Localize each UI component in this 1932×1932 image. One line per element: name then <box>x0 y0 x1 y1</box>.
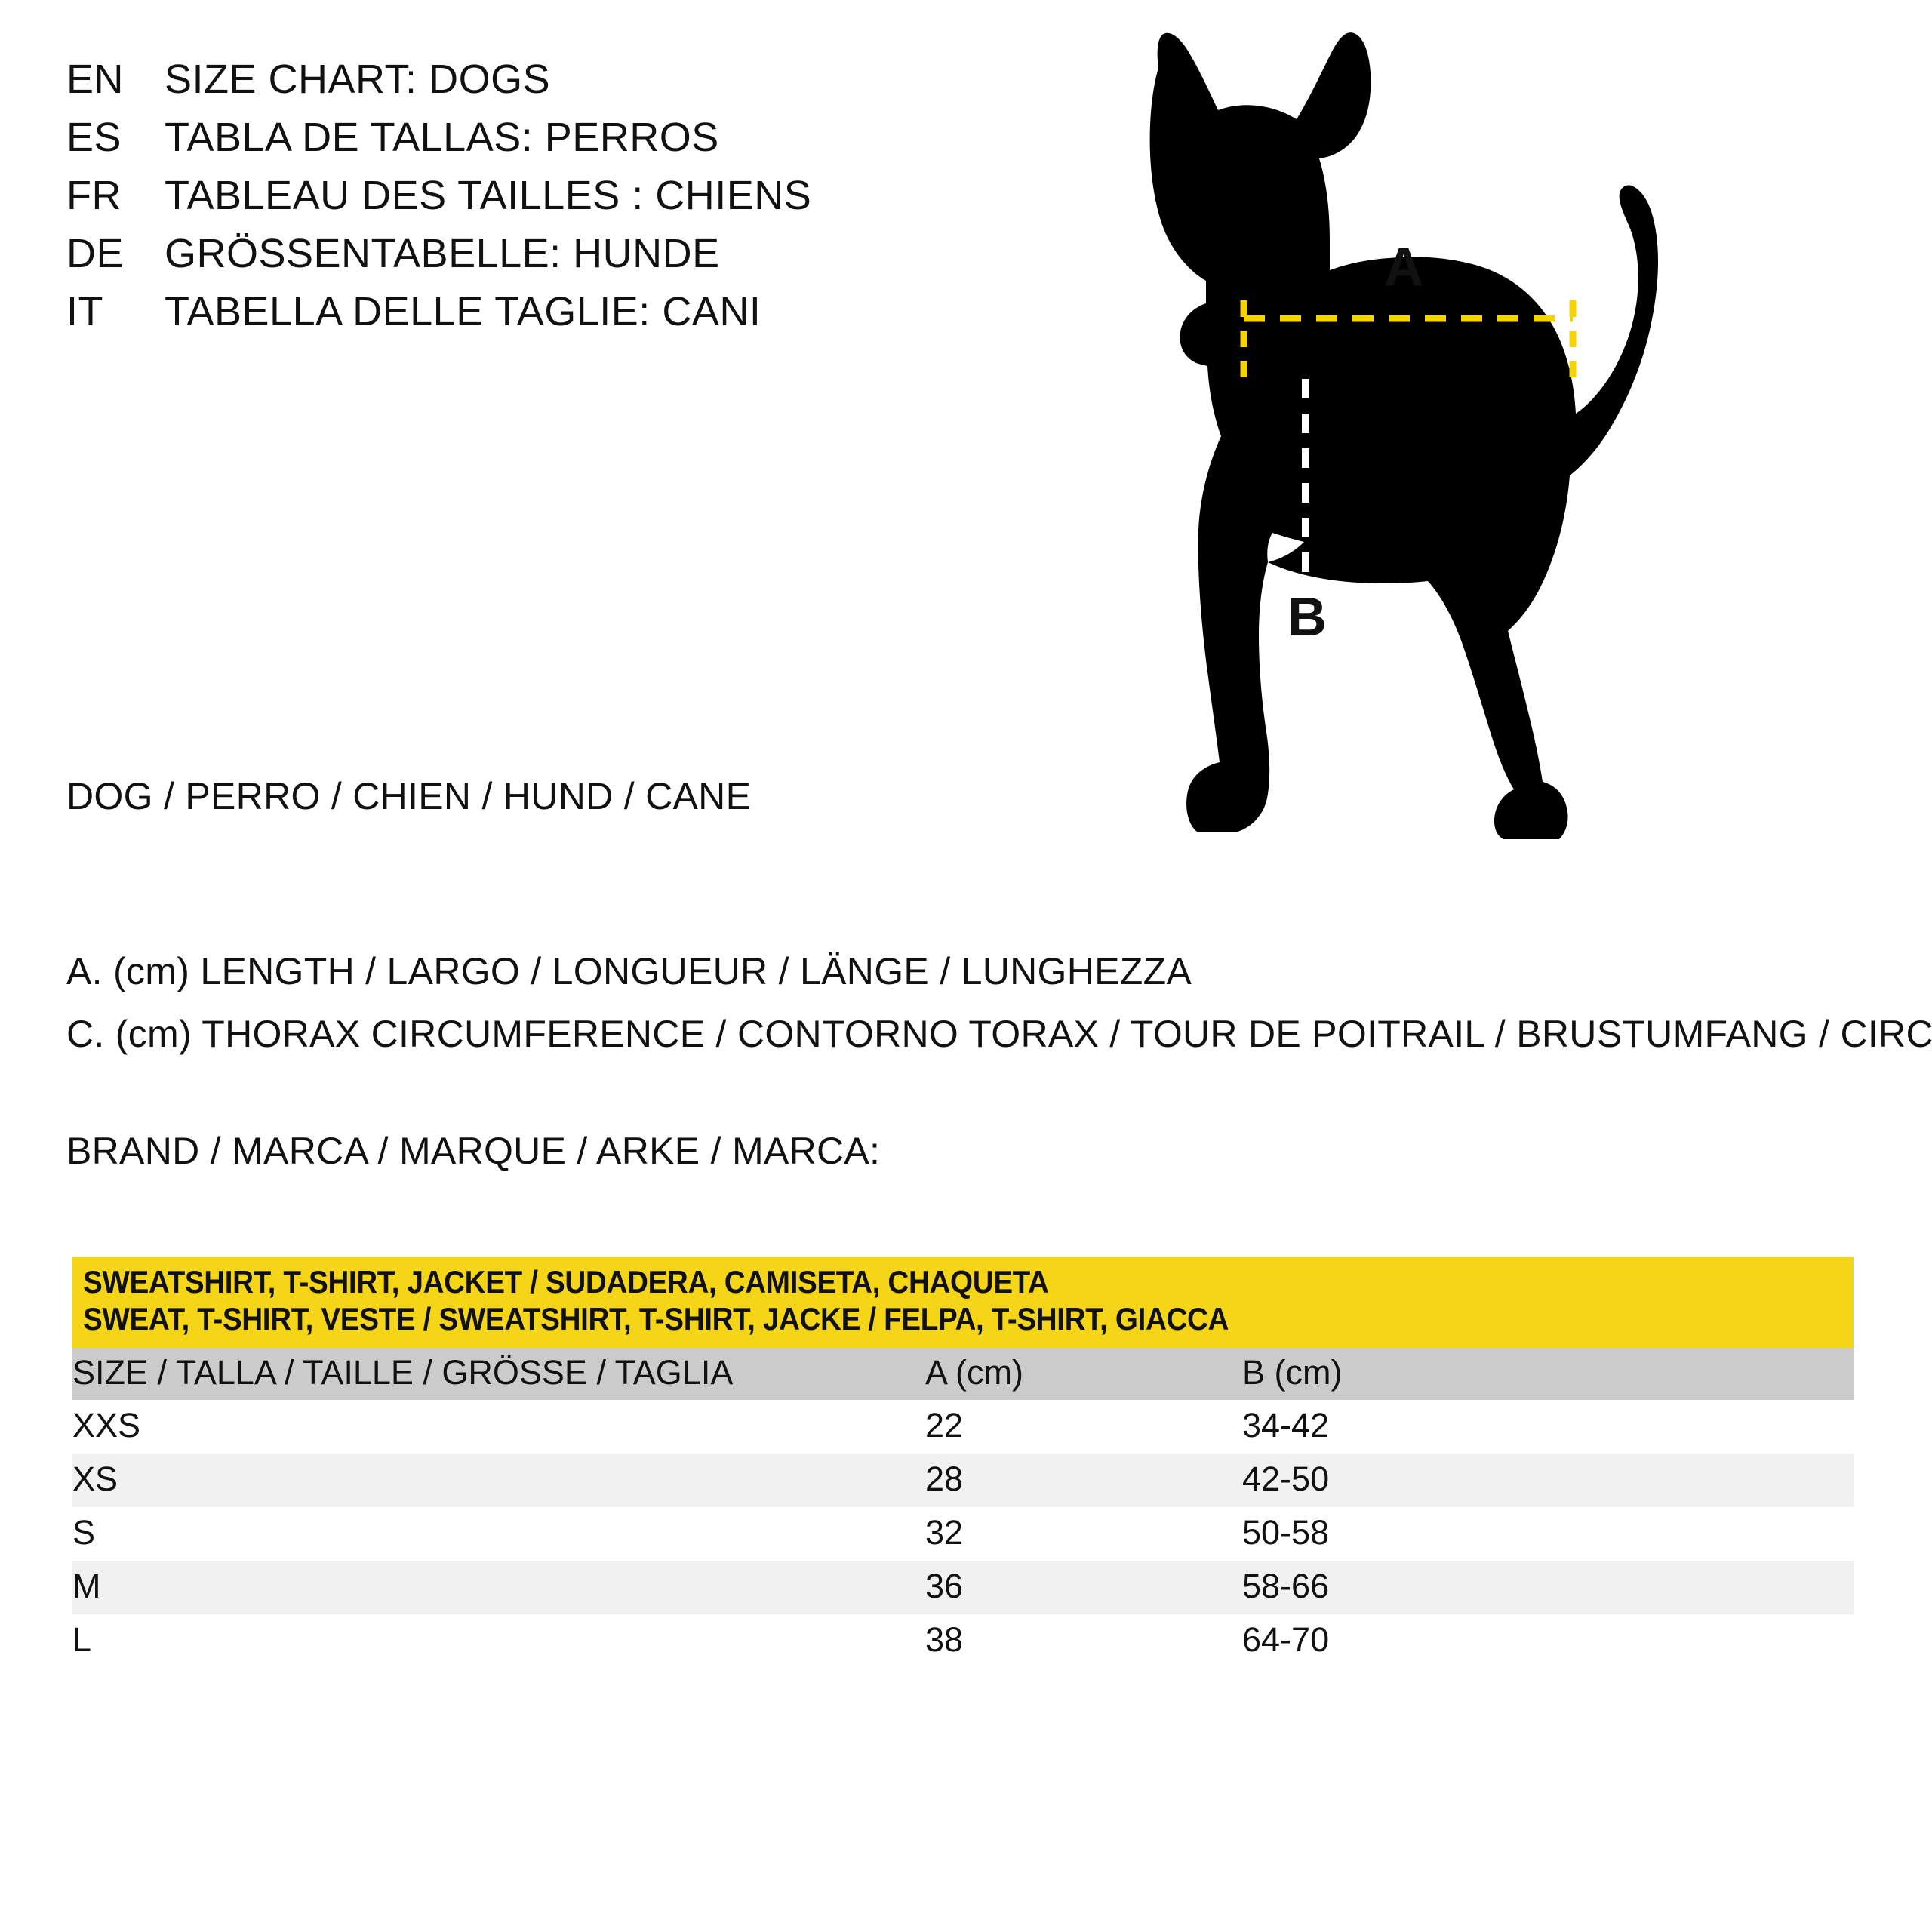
cell-a: 22 <box>925 1400 1242 1454</box>
column-header-b: B (cm) <box>1242 1348 1854 1401</box>
language-title: TABLEAU DES TAILLES : CHIENS <box>165 173 812 218</box>
language-code: ES <box>66 115 122 160</box>
size-table: SWEATSHIRT, T-SHIRT, JACKET / SUDADERA, … <box>72 1257 1854 1669</box>
cell-b: 34-42 <box>1242 1400 1854 1454</box>
language-row-en: EN SIZE CHART: DOGS <box>66 59 1048 117</box>
cell-b: 64-70 <box>1242 1614 1854 1669</box>
cell-size: S <box>72 1507 925 1561</box>
column-header-size: SIZE / TALLA / TAILLE / GRÖSSE / TAGLIA <box>72 1348 925 1401</box>
column-header-a: A (cm) <box>925 1348 1242 1401</box>
cell-size: XS <box>72 1454 925 1508</box>
table-row: M 36 58-66 <box>72 1561 1854 1615</box>
language-code: DE <box>66 231 125 276</box>
brand-caption: BRAND / MARCA / MARQUE / ARKE / MARCA: <box>66 1130 881 1172</box>
cell-size: L <box>72 1614 925 1669</box>
language-row-de: DE GRÖSSENTABELLE: HUNDE <box>66 233 1048 291</box>
measure-c-caption: C. (cm) THORAX CIRCUMFERENCE / CONTORNO … <box>66 1013 1932 1055</box>
cell-b: 42-50 <box>1242 1454 1854 1508</box>
measure-b-label: B <box>1287 587 1327 648</box>
table-row: S 32 50-58 <box>72 1507 1854 1561</box>
table-header-row: SIZE / TALLA / TAILLE / GRÖSSE / TAGLIA … <box>72 1348 1854 1401</box>
banner-line-1: SWEATSHIRT, T-SHIRT, JACKET / SUDADERA, … <box>83 1264 1049 1300</box>
table-banner: SWEATSHIRT, T-SHIRT, JACKET / SUDADERA, … <box>72 1257 1854 1349</box>
language-code: FR <box>66 173 122 218</box>
cell-a: 32 <box>925 1507 1242 1561</box>
cell-size: M <box>72 1561 925 1615</box>
cell-size: XXS <box>72 1400 925 1454</box>
measure-a-guide <box>1240 300 1577 379</box>
language-title-list: EN SIZE CHART: DOGS ES TABLA DE TALLAS: … <box>66 59 1048 349</box>
cell-a: 38 <box>925 1614 1242 1669</box>
table-row: XXS 22 34-42 <box>72 1400 1854 1454</box>
cell-a: 28 <box>925 1454 1242 1508</box>
language-title: SIZE CHART: DOGS <box>165 57 551 102</box>
language-title: TABELLA DELLE TAGLIE: CANI <box>165 289 761 334</box>
measure-a-caption: A. (cm) LENGTH / LARGO / LONGUEUR / LÄNG… <box>66 950 1192 992</box>
language-code: EN <box>66 57 125 102</box>
language-row-es: ES TABLA DE TALLAS: PERROS <box>66 117 1048 175</box>
measure-a-label: A <box>1384 237 1423 297</box>
language-title: GRÖSSENTABELLE: HUNDE <box>165 231 720 276</box>
banner-line-2: SWEAT, T-SHIRT, VESTE / SWEATSHIRT, T-SH… <box>83 1300 1229 1337</box>
table-banner-row: SWEATSHIRT, T-SHIRT, JACKET / SUDADERA, … <box>72 1257 1854 1349</box>
cell-b: 50-58 <box>1242 1507 1854 1561</box>
dog-silhouette-icon: A B <box>1149 32 1658 839</box>
table-row: XS 28 42-50 <box>72 1454 1854 1508</box>
language-title: TABLA DE TALLAS: PERROS <box>165 115 719 160</box>
language-row-it: IT TABELLA DELLE TAGLIE: CANI <box>66 291 1048 349</box>
cell-b: 58-66 <box>1242 1561 1854 1615</box>
language-row-fr: FR TABLEAU DES TAILLES : CHIENS <box>66 175 1048 233</box>
language-code: IT <box>66 289 103 334</box>
table-row: L 38 64-70 <box>72 1614 1854 1669</box>
cell-a: 36 <box>925 1561 1242 1615</box>
dog-illustration: A B <box>1087 23 1924 860</box>
dog-caption: DOG / PERRO / CHIEN / HUND / CANE <box>66 775 752 817</box>
